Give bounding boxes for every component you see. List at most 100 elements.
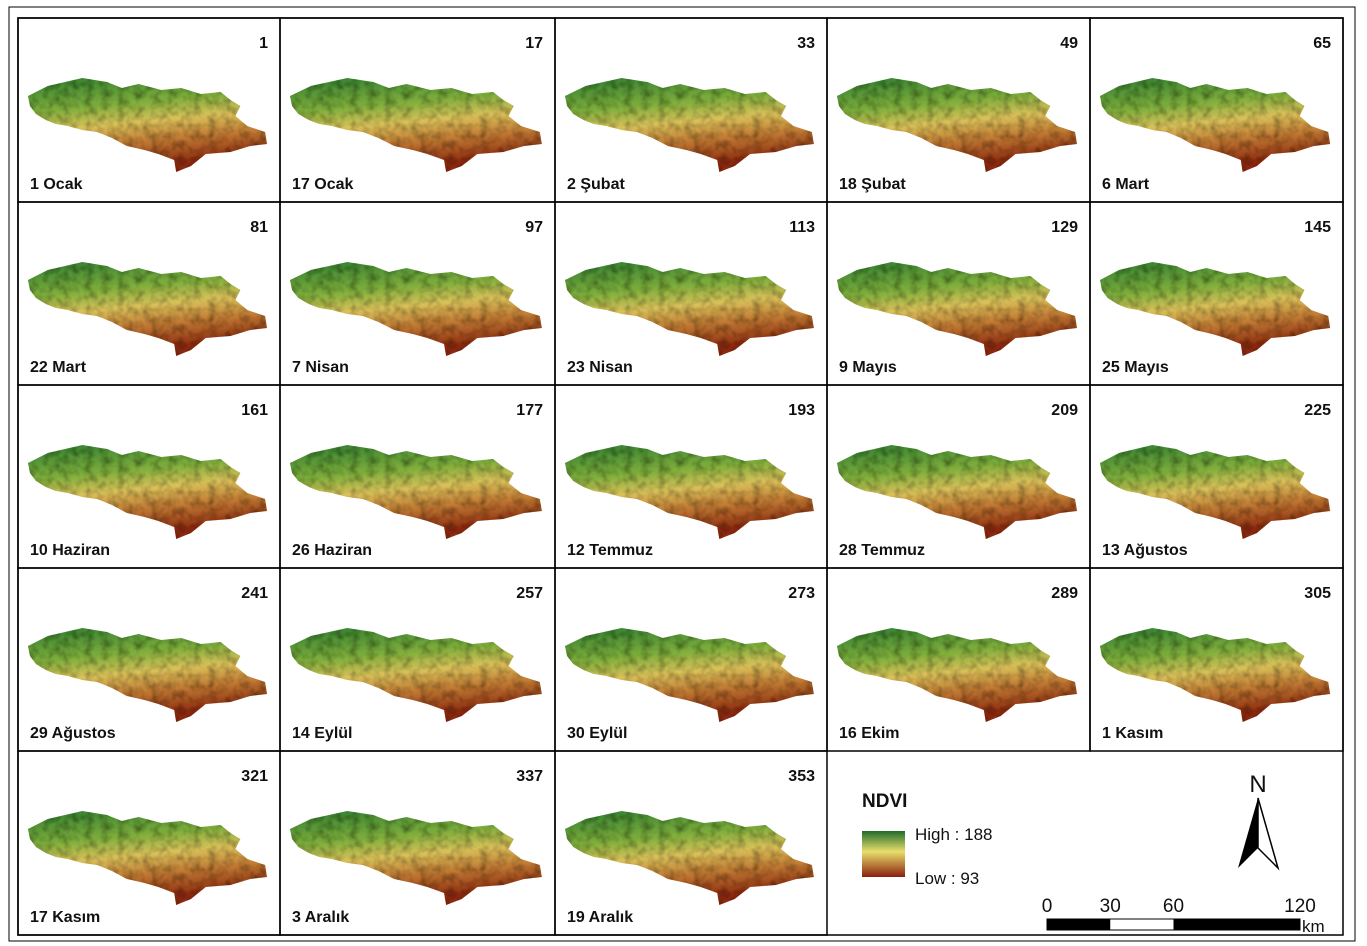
scale-segment <box>1174 919 1301 930</box>
panel: 33 2 Şubat <box>555 18 827 202</box>
panel: 321 17 Kasım <box>18 751 280 935</box>
date-label: 1 Kasım <box>1102 725 1163 742</box>
panel: 161 10 Haziran <box>18 385 280 568</box>
date-label: 18 Şubat <box>839 176 906 193</box>
panel: 225 13 Ağustos <box>1090 385 1343 568</box>
panel: 3373 Aralık <box>280 751 555 935</box>
date-label: 13 Ağustos <box>1102 542 1188 559</box>
panel: 145 25 Mayıs <box>1090 202 1343 385</box>
ndvi-map <box>28 811 267 905</box>
day-number: 257 <box>516 585 543 602</box>
date-label: 12 Temmuz <box>567 542 653 559</box>
date-label: 28 Temmuz <box>839 542 925 559</box>
day-number: 97 <box>525 219 543 236</box>
ndvi-map <box>290 262 542 356</box>
north-arrow: N <box>1238 771 1278 868</box>
ndvi-map <box>1100 262 1330 356</box>
date-label: 19 Aralık <box>567 909 633 926</box>
ndvi-map <box>837 445 1077 539</box>
scale-label: 30 <box>1100 896 1121 917</box>
day-number: 129 <box>1051 219 1078 236</box>
ndvi-map <box>28 262 267 356</box>
date-label: 6 Mart <box>1102 176 1150 193</box>
ndvi-map <box>1100 445 1330 539</box>
date-label: 22 Mart <box>30 359 87 376</box>
date-label: 14 Eylül <box>292 725 352 742</box>
date-label: 7 Nisan <box>292 359 349 376</box>
scale-label: 60 <box>1163 896 1184 917</box>
ndvi-map <box>1100 628 1330 722</box>
day-number: 33 <box>797 35 815 52</box>
panel: 97 7 Nisan <box>280 202 555 385</box>
legend-title: NDVI <box>862 791 907 812</box>
day-number: 241 <box>241 585 268 602</box>
ndvi-map <box>565 78 814 172</box>
ndvi-map <box>290 78 542 172</box>
day-number: 353 <box>788 768 815 785</box>
day-number: 65 <box>1313 35 1331 52</box>
arrow-right <box>1258 798 1278 868</box>
north-label: N <box>1249 771 1266 798</box>
ndvi-map <box>28 445 267 539</box>
date-label: 2 Şubat <box>567 176 625 193</box>
panel: 65 6 Mart <box>1090 18 1343 202</box>
day-number: 289 <box>1051 585 1078 602</box>
day-number: 321 <box>241 768 268 785</box>
day-number: 81 <box>250 219 268 236</box>
date-label: 26 Haziran <box>292 542 372 559</box>
arrow-left <box>1238 798 1258 868</box>
day-number: 1 <box>259 35 268 52</box>
ndvi-map <box>565 445 814 539</box>
scale-unit: km <box>1302 917 1325 936</box>
date-label: 3 Aralık <box>292 909 349 926</box>
ndvi-map <box>290 445 542 539</box>
legend: NDVI High : 188 Low : 93 <box>862 791 993 888</box>
legend-low: Low : 93 <box>915 869 979 888</box>
date-label: 25 Mayıs <box>1102 359 1169 376</box>
ndvi-map <box>837 262 1077 356</box>
panel: 257 14 Eylül <box>280 568 555 751</box>
day-number: 161 <box>241 402 268 419</box>
panel: 289 16 Ekim <box>827 568 1090 751</box>
day-number: 305 <box>1304 585 1331 602</box>
panel: 17 17 Ocak <box>280 18 555 202</box>
ndvi-map <box>28 628 267 722</box>
panel: 305 1 Kasım <box>1090 568 1343 751</box>
ndvi-map <box>565 628 814 722</box>
legend-high: High : 188 <box>915 825 993 844</box>
ndvi-map <box>837 78 1077 172</box>
panel: 81 22 Mart <box>18 202 280 385</box>
panel: 1 1 Ocak <box>18 18 280 202</box>
date-label: 17 Ocak <box>292 176 353 193</box>
scale-label: 0 <box>1042 896 1053 917</box>
panel: 177 26 Haziran <box>280 385 555 568</box>
ndvi-map <box>290 811 542 905</box>
scale-label: 120 <box>1284 896 1316 917</box>
ndvi-map <box>565 811 814 905</box>
day-number: 145 <box>1304 219 1331 236</box>
day-number: 177 <box>516 402 543 419</box>
day-number: 17 <box>525 35 543 52</box>
date-label: 16 Ekim <box>839 725 899 742</box>
ndvi-map <box>1100 78 1330 172</box>
day-number: 225 <box>1304 402 1331 419</box>
date-label: 17 Kasım <box>30 909 100 926</box>
panel: 353 19 Aralık <box>555 751 827 935</box>
day-number: 113 <box>789 219 815 236</box>
date-label: 10 Haziran <box>30 542 110 559</box>
ndvi-map <box>565 262 814 356</box>
date-label: 9 Mayıs <box>839 359 897 376</box>
ndvi-map <box>290 628 542 722</box>
date-label: 29 Ağustos <box>30 725 116 742</box>
panel: 241 29 Ağustos <box>18 568 280 751</box>
ndvi-map <box>28 78 267 172</box>
day-number: 273 <box>788 585 815 602</box>
date-label: 1 Ocak <box>30 176 83 193</box>
